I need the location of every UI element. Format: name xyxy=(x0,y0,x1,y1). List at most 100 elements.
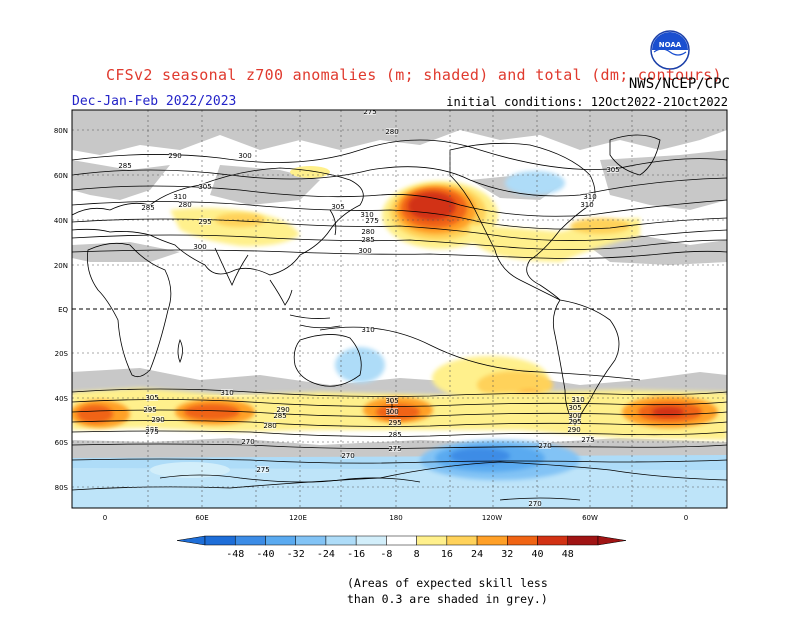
colorbar-segment xyxy=(446,535,478,546)
contour-label: 285 xyxy=(118,162,131,170)
contour-label-bg xyxy=(584,193,596,200)
lat-label: 40N xyxy=(54,217,68,225)
lon-label: 60W xyxy=(582,514,598,522)
contour-label-bg xyxy=(607,166,619,173)
colorbar-tick-label: -16 xyxy=(347,549,365,560)
noaa-logo: NOAA xyxy=(650,30,690,70)
contour-label-bg xyxy=(146,428,158,435)
colorbar-segment xyxy=(416,535,448,546)
contour-label: 280 xyxy=(385,128,398,136)
contour-label-bg xyxy=(362,236,374,243)
contour-label-bg xyxy=(194,243,206,250)
contour-label: 310 xyxy=(360,211,373,219)
contour-label-bg xyxy=(364,110,376,115)
lon-label: 120E xyxy=(289,514,307,522)
colorbar-tick-label: -48 xyxy=(226,549,244,560)
contour-label: 285 xyxy=(273,412,286,420)
initial-conditions: initial conditions: 12Oct2022-21Oct2022 xyxy=(446,95,728,109)
contour-label-bg xyxy=(332,203,344,210)
lat-label: 60N xyxy=(54,172,68,180)
contour-label-bg xyxy=(389,431,401,438)
lon-label: 60E xyxy=(195,514,208,522)
contour-label: 275 xyxy=(363,108,376,116)
contour-label: 275 xyxy=(365,217,378,225)
contour-label-bg xyxy=(264,422,276,429)
contour-label: 285 xyxy=(361,236,374,244)
lat-label: 20S xyxy=(55,350,69,358)
contour-label-bg xyxy=(199,183,211,190)
colorbar-tick-label: 48 xyxy=(562,549,574,560)
contour-label-bg xyxy=(179,201,191,208)
contour-label: 300 xyxy=(568,412,581,420)
contour-label: 275 xyxy=(581,436,594,444)
contour-label: 300 xyxy=(238,152,251,160)
contour-label-bg xyxy=(386,128,398,135)
colorbar-tick-label: -32 xyxy=(287,549,305,560)
contour-label-bg xyxy=(277,406,289,413)
contour-label: 275 xyxy=(388,445,401,453)
contour-label-bg xyxy=(119,162,131,169)
contour-label-bg xyxy=(389,445,401,452)
contour-label: 270 xyxy=(341,452,354,460)
map-frame xyxy=(71,109,728,509)
contour-label: 270 xyxy=(538,442,551,450)
lat-label: 60S xyxy=(55,439,69,447)
contour-label: 280 xyxy=(263,422,276,430)
lat-label: EQ xyxy=(58,306,68,314)
agency-label: NWS/NCEP/CPC xyxy=(628,76,730,92)
contour-label: 290 xyxy=(151,416,164,424)
contour-label-bg xyxy=(362,228,374,235)
contour-label: 295 xyxy=(198,218,211,226)
contour-label-bg xyxy=(568,426,580,433)
contour-label: 310 xyxy=(173,193,186,201)
contour-label: 305 xyxy=(198,183,211,191)
contour-label-bg xyxy=(174,193,186,200)
colorbar-segment xyxy=(476,535,508,546)
contour-label-bg xyxy=(386,397,398,404)
contour-label-bg xyxy=(152,416,164,423)
colorbar-tick-label: -24 xyxy=(317,549,335,560)
colorbar-tick-label: 32 xyxy=(501,549,513,560)
contour-label: 295 xyxy=(143,406,156,414)
colorbar-tick-label: 40 xyxy=(532,549,544,560)
contour-label: 310 xyxy=(583,193,596,201)
contour-label-bg xyxy=(257,466,269,473)
colorbar-segment xyxy=(567,535,599,546)
contour-label: 300 xyxy=(358,247,371,255)
colorbar-arrow-high xyxy=(597,535,627,546)
latitude-labels: 80N 60N 40N 20N EQ 20S 40S 60S 80S xyxy=(54,127,69,492)
contour-label-bg xyxy=(242,438,254,445)
lon-label: 0 xyxy=(684,514,688,522)
contour-label: 300 xyxy=(193,243,206,251)
contour-label: 305 xyxy=(606,166,619,174)
contour-label-bg xyxy=(169,152,181,159)
contour-label: 305 xyxy=(145,394,158,402)
height-contours xyxy=(72,139,727,501)
contour-label-bg xyxy=(359,247,371,254)
contour-label: 310 xyxy=(220,389,233,397)
chart-title: CFSv2 seasonal z700 anomalies (m; shaded… xyxy=(106,66,722,84)
contour-label-bg xyxy=(362,326,374,333)
contour-label: 310 xyxy=(580,201,593,209)
contour-label-bg xyxy=(361,211,373,218)
contour-label: 285 xyxy=(388,431,401,439)
colorbar-segment xyxy=(507,535,538,546)
contour-label: 285 xyxy=(141,204,154,212)
contour-label: 290 xyxy=(168,152,181,160)
contour-label-bg xyxy=(572,396,584,403)
contour-label: 305 xyxy=(331,203,344,211)
contour-label: 275 xyxy=(145,428,158,436)
contour-label-bg xyxy=(239,152,251,159)
contour-label-bg xyxy=(569,418,581,425)
forecast-period: Dec-Jan-Feb 2022/2023 xyxy=(72,94,237,109)
noaa-logo-text: NOAA xyxy=(659,41,682,49)
lat-label: 40S xyxy=(55,395,69,403)
contour-label-bg xyxy=(569,404,581,411)
colorbar-tick-label: 8 xyxy=(414,549,420,560)
colorbar-segment xyxy=(325,535,357,546)
colorbar: -48 -40 -32 -24 -16 -8 8 16 24 32 40 48 xyxy=(176,535,627,560)
colorbar-segment xyxy=(265,535,296,546)
coastlines xyxy=(72,134,727,491)
contour-label: 310 xyxy=(361,326,374,334)
